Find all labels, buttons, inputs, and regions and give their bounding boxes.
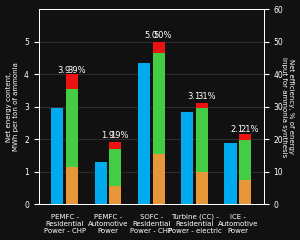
Bar: [66, 74, 78, 89]
Bar: [51, 108, 63, 204]
Text: 19%: 19%: [110, 132, 129, 140]
Text: 21%: 21%: [240, 125, 259, 134]
Bar: [153, 154, 165, 204]
Bar: [224, 143, 237, 204]
Bar: [138, 63, 150, 204]
Text: 3.1: 3.1: [188, 92, 201, 102]
Bar: [66, 89, 78, 167]
Bar: [196, 108, 208, 172]
Bar: [66, 167, 78, 204]
Text: 50%: 50%: [154, 31, 172, 40]
Text: 31%: 31%: [197, 92, 216, 102]
Bar: [239, 134, 251, 140]
Text: 2.1: 2.1: [231, 125, 244, 134]
Text: 3.9: 3.9: [58, 66, 71, 75]
Y-axis label: Net efficiency, % of energy
input for ammonia synthesis: Net efficiency, % of energy input for am…: [281, 56, 294, 157]
Bar: [94, 162, 107, 204]
Bar: [153, 53, 165, 154]
Bar: [109, 142, 122, 149]
Bar: [153, 42, 165, 53]
Y-axis label: Net energy content,
MWh per ton of ammonia: Net energy content, MWh per ton of ammon…: [6, 62, 19, 151]
Text: 5.0: 5.0: [144, 31, 158, 40]
Bar: [196, 103, 208, 108]
Text: 39%: 39%: [67, 66, 86, 75]
Bar: [109, 149, 122, 186]
Bar: [239, 140, 251, 180]
Bar: [181, 113, 193, 204]
Bar: [239, 180, 251, 204]
Bar: [196, 172, 208, 204]
Bar: [109, 186, 122, 204]
Text: 1.9: 1.9: [101, 132, 114, 140]
